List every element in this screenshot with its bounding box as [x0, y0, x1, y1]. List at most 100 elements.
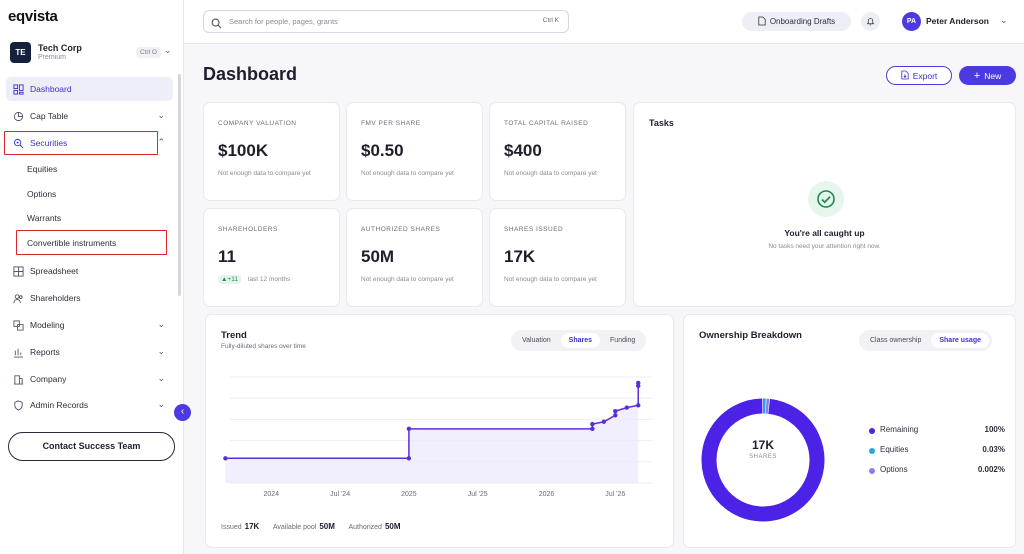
footer-authorized-label: Authorized: [348, 524, 382, 531]
chevron-down-icon[interactable]: ⌄: [1000, 15, 1008, 25]
document-icon: [758, 16, 766, 28]
kpi-card-authorized-shares: AUTHORIZED SHARES 50M Not enough data to…: [346, 208, 483, 307]
export-label: Export: [912, 70, 938, 81]
legend-remaining: Remaining 100%: [869, 425, 1005, 437]
sidebar-item-label: Admin Records: [30, 400, 89, 410]
trend-chart: 2024 Jul '24 2025 Jul '25 2026 Jul '26: [223, 376, 652, 498]
contact-success-button[interactable]: Contact Success Team: [8, 432, 175, 461]
kpi-note: Not enough data to compare yet: [218, 170, 311, 177]
sidebar-item-securities[interactable]: Securities ⌃: [6, 131, 173, 155]
search-input[interactable]: Search for people, pages, grants Ctrl K: [203, 10, 569, 33]
chevron-down-icon: ⌄: [157, 373, 165, 383]
trend-point[interactable]: [624, 405, 629, 410]
x-tick-label: 2024: [263, 491, 279, 498]
x-tick-label: 2025: [401, 491, 417, 498]
sidebar-item-label: Spreadsheet: [30, 266, 79, 276]
kpi-note: Not enough data to compare yet: [361, 170, 454, 177]
page-title: Dashboard: [203, 64, 298, 84]
kpi-label: TOTAL CAPITAL RAISED: [504, 120, 589, 127]
trend-point[interactable]: [636, 380, 641, 386]
footer-pool-label: Available pool: [272, 524, 317, 531]
x-tick-label: 2026: [539, 491, 555, 498]
sub-item-options[interactable]: Options: [27, 189, 57, 199]
trend-point[interactable]: [590, 421, 595, 427]
org-avatar: TE: [10, 42, 31, 63]
kpi-value: 11: [218, 247, 236, 266]
sidebar-scrollbar[interactable]: [178, 74, 181, 296]
kpi-label: FMV PER SHARE: [361, 120, 421, 127]
collapse-sidebar-button[interactable]: ‹: [174, 404, 191, 421]
chevron-down-icon: ⌄: [157, 110, 165, 120]
kpi-value: 50M: [361, 247, 395, 266]
sidebar-item-label: Cap Table: [30, 111, 69, 121]
export-icon: [901, 70, 909, 82]
x-tick-label: Jul '24: [330, 491, 350, 498]
bell-icon[interactable]: [861, 12, 880, 31]
chevron-up-icon: ⌃: [157, 137, 165, 147]
org-name: Tech Corp: [38, 43, 82, 53]
trend-point[interactable]: [613, 413, 618, 418]
tab-shares[interactable]: Shares: [560, 333, 601, 348]
sidebar-item-reports[interactable]: Reports ⌄: [6, 340, 173, 364]
drafts-label: Onboarding Drafts: [769, 17, 836, 26]
trend-tabs: Valuation Shares Funding: [511, 330, 647, 351]
trend-point[interactable]: [223, 456, 228, 461]
footer-issued-value: 17K: [244, 522, 260, 531]
kpi-label: SHAREHOLDERS: [218, 226, 278, 233]
search-shortcut: Ctrl K: [542, 17, 559, 24]
legend-dot: [869, 448, 875, 454]
legend-dot: [869, 468, 875, 474]
trend-card: Trend Fully-diluted shares over time Val…: [205, 314, 674, 548]
chart-icon: [12, 346, 24, 358]
legend-value: 0.03%: [982, 445, 1005, 454]
donut-slice-remaining[interactable]: [701, 398, 825, 522]
sidebar-item-label: Shareholders: [30, 293, 81, 303]
sidebar-item-label: Modeling: [30, 320, 65, 330]
user-name[interactable]: Peter Anderson: [926, 16, 989, 26]
ownership-title: Ownership Breakdown: [699, 330, 802, 341]
tasks-card: Tasks You're all caught up No tasks need…: [633, 102, 1016, 307]
sidebar-item-company[interactable]: Company ⌄: [6, 367, 173, 391]
users-icon: [12, 292, 24, 304]
tab-funding[interactable]: Funding: [610, 337, 636, 344]
shield-icon: [12, 399, 24, 411]
chevron-down-icon: ⌄: [157, 399, 165, 409]
kpi-card-shareholders: SHAREHOLDERS 11 ▲+11 last 12 months: [203, 208, 340, 307]
sidebar-item-modeling[interactable]: Modeling ⌄: [6, 313, 173, 337]
app-logo[interactable]: eqvista: [8, 8, 58, 25]
trend-area: [225, 382, 639, 483]
tab-share-usage[interactable]: Share usage: [931, 333, 989, 348]
sidebar-item-dashboard[interactable]: Dashboard: [6, 77, 173, 101]
kpi-value: $400: [504, 141, 542, 160]
tab-class-ownership[interactable]: Class ownership: [870, 337, 922, 344]
sub-item-warrants[interactable]: Warrants: [27, 213, 62, 223]
org-switcher[interactable]: TE Tech Corp Premium Ctrl O ⌄: [8, 40, 178, 68]
trend-point[interactable]: [636, 403, 641, 408]
sidebar-item-spreadsheet[interactable]: Spreadsheet: [6, 259, 173, 283]
export-button[interactable]: Export: [886, 66, 952, 85]
kpi-card-company-valuation: COMPANY VALUATION $100K Not enough data …: [203, 102, 340, 201]
donut-center-value: 17K: [751, 438, 774, 452]
trend-point[interactable]: [406, 426, 412, 432]
check-circle-icon: [808, 181, 844, 217]
kpi-label: AUTHORIZED SHARES: [361, 226, 441, 233]
onboarding-drafts-button[interactable]: Onboarding Drafts: [742, 12, 851, 31]
tab-valuation[interactable]: Valuation: [522, 337, 551, 344]
chevron-down-icon: ⌄: [157, 346, 165, 356]
kpi-value: 17K: [504, 247, 536, 266]
trend-point[interactable]: [406, 456, 412, 461]
sidebar-item-shareholders[interactable]: Shareholders: [6, 286, 173, 310]
sidebar-item-admin-records[interactable]: Admin Records ⌄: [6, 393, 173, 417]
footer-issued-label: Issued: [221, 524, 242, 531]
kpi-note: Not enough data to compare yet: [361, 276, 454, 283]
kpi-value: $100K: [218, 141, 269, 160]
trend-point[interactable]: [613, 408, 618, 414]
sidebar-item-cap-table[interactable]: Cap Table ⌄: [6, 104, 173, 128]
trend-point[interactable]: [590, 426, 595, 432]
sub-item-equities[interactable]: Equities: [27, 164, 58, 174]
user-avatar[interactable]: PA: [902, 12, 921, 31]
new-button[interactable]: + New: [959, 66, 1016, 85]
kpi-card-total-capital-raised: TOTAL CAPITAL RAISED $400 Not enough dat…: [489, 102, 626, 201]
trend-point[interactable]: [601, 419, 607, 424]
sub-item-convertible-instruments[interactable]: Convertible instruments: [27, 238, 117, 248]
